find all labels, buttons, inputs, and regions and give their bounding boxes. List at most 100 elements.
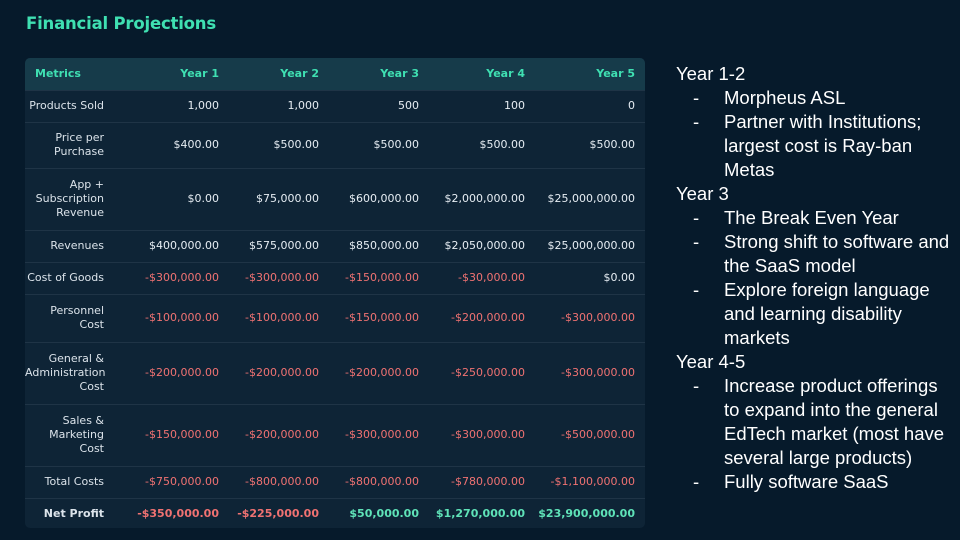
dash-bullet-icon: - xyxy=(693,207,700,228)
bullet-text: Increase product offerings to expand int… xyxy=(724,375,945,468)
table-row: Net Profit -$350,000.00 -$225,000.00 $50,00… xyxy=(25,497,645,528)
cell-year-4: $2,050,000.00 xyxy=(429,229,535,262)
header-year-3: Year 3 xyxy=(380,67,419,81)
cell-year-3: -$800,000.00 xyxy=(329,465,429,498)
cell-year-2: $500.00 xyxy=(229,121,329,168)
cell-year-1: -$100,000.00 xyxy=(129,293,229,342)
metric-label: Personnel Cost xyxy=(25,293,129,342)
slide-title: Financial Projections xyxy=(26,14,216,33)
dash-bullet-icon: - xyxy=(693,279,700,300)
cell-year-1: 1,000 xyxy=(129,89,229,122)
cell-year-4: -$780,000.00 xyxy=(429,465,535,498)
cell-year-1: -$300,000.00 xyxy=(129,261,229,294)
cell-year-3: -$150,000.00 xyxy=(329,261,429,294)
table-row: Products Sold 1,000 1,000 500 100 0 xyxy=(25,89,645,122)
metric-label: App + Subscription Revenue xyxy=(25,167,129,230)
year-heading: Year 4-5 xyxy=(676,351,746,372)
header-year-4: Year 4 xyxy=(486,67,525,81)
cell-year-1: $400,000.00 xyxy=(129,229,229,262)
bullet-text: Explore foreign language and learning di… xyxy=(724,279,930,348)
year-heading: Year 3 xyxy=(676,183,729,204)
table-row: Price per Purchase $400.00 $500.00 $500.00 $… xyxy=(25,121,645,168)
cell-year-2: $575,000.00 xyxy=(229,229,329,262)
cell-year-4: -$250,000.00 xyxy=(429,341,535,404)
cell-year-4: $500.00 xyxy=(429,121,535,168)
header-year-5: Year 5 xyxy=(596,67,635,81)
cell-year-1: -$200,000.00 xyxy=(129,341,229,404)
cell-year-1: $400.00 xyxy=(129,121,229,168)
metric-label: Products Sold xyxy=(25,89,129,122)
header-metrics: Metrics xyxy=(35,67,81,81)
header-year-1: Year 1 xyxy=(180,67,219,81)
cell-year-3: $850,000.00 xyxy=(329,229,429,262)
bullet-item: - Morpheus ASL xyxy=(676,86,956,110)
table-row: App + Subscription Revenue $0.00 $75,000.0… xyxy=(25,167,645,230)
dash-bullet-icon: - xyxy=(693,87,700,108)
cell-year-4: -$200,000.00 xyxy=(429,293,535,342)
cell-year-3: -$300,000.00 xyxy=(329,403,429,466)
table-row: General & Administration Cost -$200,000.0… xyxy=(25,341,645,404)
cell-year-2: -$100,000.00 xyxy=(229,293,329,342)
bullet-text: The Break Even Year xyxy=(724,207,899,228)
metric-label: Total Costs xyxy=(25,465,129,498)
bullet-text: Morpheus ASL xyxy=(724,87,846,108)
cell-year-2: $75,000.00 xyxy=(229,167,329,230)
cell-year-2: -$200,000.00 xyxy=(229,403,329,466)
cell-year-5: -$300,000.00 xyxy=(535,341,645,404)
bullet-item: - Explore foreign language and learning d… xyxy=(676,278,956,350)
metric-label: Revenues xyxy=(25,229,129,262)
cell-year-5: $25,000,000.00 xyxy=(535,229,645,262)
cell-year-4: -$300,000.00 xyxy=(429,403,535,466)
bullet-list: - The Break Even Year - Strong shift to sof… xyxy=(676,206,956,350)
dash-bullet-icon: - xyxy=(693,375,700,396)
table-row: Sales & Marketing Cost -$150,000.00 -$200,… xyxy=(25,403,645,466)
bullet-item: - Strong shift to software and the SaaS m… xyxy=(676,230,956,278)
cell-year-3: $500.00 xyxy=(329,121,429,168)
cell-year-2: -$225,000.00 xyxy=(229,497,329,528)
cell-year-2: -$300,000.00 xyxy=(229,261,329,294)
bullet-item: - Fully software SaaS xyxy=(676,470,956,494)
cell-year-1: -$750,000.00 xyxy=(129,465,229,498)
metric-label: Price per Purchase xyxy=(25,121,129,168)
dash-bullet-icon: - xyxy=(693,231,700,252)
table-row: Personnel Cost -$100,000.00 -$100,000.00 -$… xyxy=(25,293,645,342)
cell-year-4: 100 xyxy=(429,89,535,122)
dash-bullet-icon: - xyxy=(693,111,700,132)
cell-year-5: -$500,000.00 xyxy=(535,403,645,466)
table-row: Revenues $400,000.00 $575,000.00 $850,000.0… xyxy=(25,229,645,262)
bullet-item: - The Break Even Year xyxy=(676,206,956,230)
cell-year-2: 1,000 xyxy=(229,89,329,122)
bullet-text: Partner with Institutions; largest cost … xyxy=(724,111,922,180)
table-row: Total Costs -$750,000.00 -$800,000.00 -$800… xyxy=(25,465,645,498)
cell-year-5: $25,000,000.00 xyxy=(535,167,645,230)
cell-year-3: $600,000.00 xyxy=(329,167,429,230)
cell-year-3: 500 xyxy=(329,89,429,122)
cell-year-3: -$200,000.00 xyxy=(329,341,429,404)
cell-year-4: -$30,000.00 xyxy=(429,261,535,294)
header-year-2: Year 2 xyxy=(280,67,319,81)
table-header-row: Metrics Year 1 Year 2 Year 3 Year 4 Year… xyxy=(25,58,645,90)
bullet-text: Fully software SaaS xyxy=(724,471,889,492)
table-body: Products Sold 1,000 1,000 500 100 0 Price per … xyxy=(25,89,645,528)
financial-projections-table: Metrics Year 1 Year 2 Year 3 Year 4 Year… xyxy=(25,58,645,528)
metric-label: Net Profit xyxy=(25,497,129,528)
metric-label: Cost of Goods xyxy=(25,261,129,294)
cell-year-5: -$300,000.00 xyxy=(535,293,645,342)
bullet-item: - Partner with Institutions; largest cost… xyxy=(676,110,956,182)
cell-year-1: $0.00 xyxy=(129,167,229,230)
year-notes: Year 1-2 - Morpheus ASL - Partner with Insti… xyxy=(676,62,956,494)
metric-label: Sales & Marketing Cost xyxy=(25,403,129,466)
dash-bullet-icon: - xyxy=(693,471,700,492)
cell-year-3: -$150,000.00 xyxy=(329,293,429,342)
year-heading: Year 1-2 xyxy=(676,63,746,84)
bullet-item: - Increase product offerings to expand in… xyxy=(676,374,956,470)
cell-year-5: -$1,100,000.00 xyxy=(535,465,645,498)
cell-year-5: $500.00 xyxy=(535,121,645,168)
table-row: Cost of Goods -$300,000.00 -$300,000.00 -$1… xyxy=(25,261,645,294)
bullet-text: Strong shift to software and the SaaS mo… xyxy=(724,231,950,276)
cell-year-5: 0 xyxy=(535,89,645,122)
bullet-list: - Morpheus ASL - Partner with Institutions;… xyxy=(676,86,956,182)
cell-year-2: -$800,000.00 xyxy=(229,465,329,498)
metric-label: General & Administration Cost xyxy=(25,341,129,404)
cell-year-1: -$150,000.00 xyxy=(129,403,229,466)
